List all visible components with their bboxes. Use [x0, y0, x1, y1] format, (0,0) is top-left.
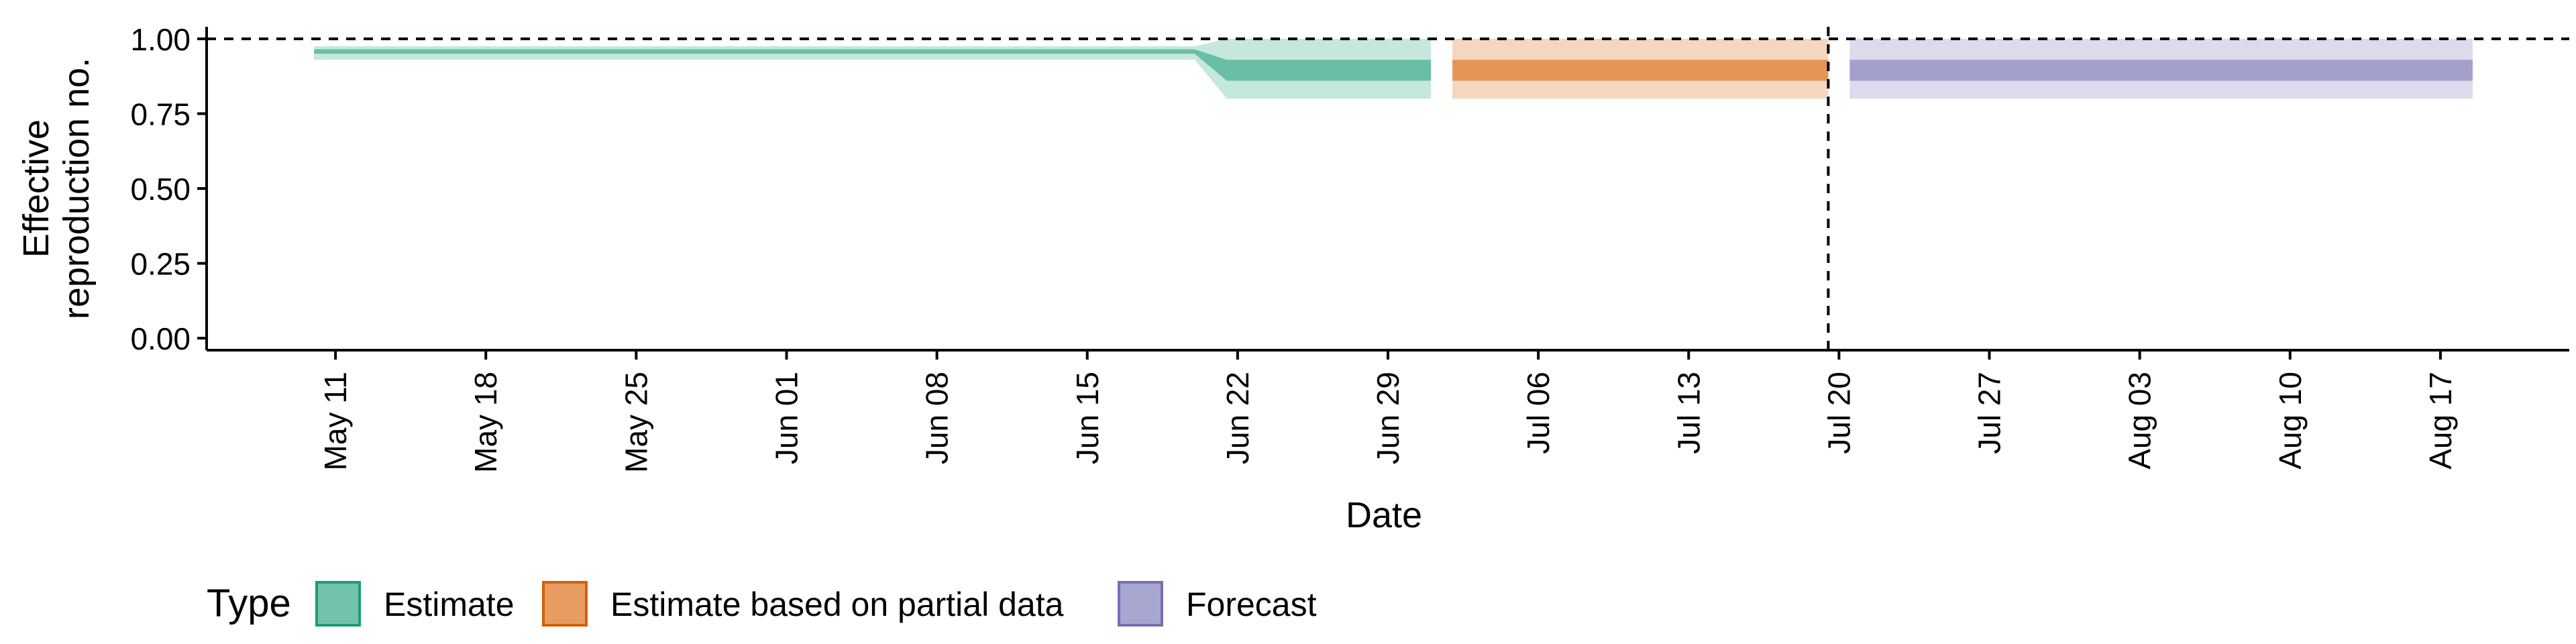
legend-key-forecast [1118, 581, 1163, 627]
reference-lines [207, 27, 2569, 350]
axes: 0.00 0.25 0.50 0.75 1.00 May 11 May 18 May 25 Ju… [130, 22, 2569, 473]
legend-label-forecast: Forecast [1186, 586, 1317, 623]
legend-title: Type [207, 582, 291, 625]
x-tick-label: Aug 17 [2423, 372, 2458, 470]
x-tick-label: Aug 03 [2123, 372, 2157, 470]
y-tick-label: 1.00 [130, 22, 191, 57]
x-tick-label: Jul 27 [1972, 372, 2007, 454]
x-tick-label: Jul 20 [1821, 372, 1856, 454]
x-tick-label: Jul 06 [1521, 372, 1556, 454]
x-tick-label: Jun 15 [1070, 372, 1105, 464]
legend-key-estimate-based-on-partial-data [542, 581, 588, 627]
x-tick-label: Jun 22 [1220, 372, 1255, 464]
legend-label-estimate-based-on-partial-data: Estimate based on partial data [610, 586, 1064, 623]
y-tick-label: 0.25 [130, 247, 191, 282]
y-tick-label: 0.75 [130, 97, 191, 131]
y-tick-label: 0.00 [130, 321, 191, 356]
x-tick-label: Jun 01 [769, 372, 804, 464]
x-tick-label: Jun 08 [920, 372, 955, 464]
band50-estimate-based-on-partial-data [1452, 60, 1829, 81]
y-axis-title-line: Effective [16, 119, 56, 258]
y-axis-title-line: reproduction no. [56, 58, 97, 319]
y-axis-title: Effectivereproduction no. [16, 58, 97, 319]
band-layer [314, 38, 2473, 99]
legend-key-estimate [315, 581, 361, 627]
x-tick-label: May 18 [468, 372, 503, 473]
x-tick-label: Aug 10 [2273, 372, 2308, 470]
x-tick-label: Jun 29 [1371, 372, 1405, 464]
legend-label-estimate: Estimate [384, 586, 515, 623]
band50-estimate [314, 49, 1432, 81]
x-tick-label: Jul 13 [1671, 372, 1706, 454]
x-tick-label: May 25 [619, 372, 653, 473]
band50-forecast [1849, 60, 2473, 81]
x-tick-label: May 11 [318, 372, 353, 470]
x-axis-label: Date [1346, 495, 1422, 535]
y-tick-label: 0.50 [130, 172, 191, 207]
legend: Type Estimate Estimate based on partial d… [207, 581, 1317, 627]
y-axis-label: Effectivereproduction no. [16, 58, 97, 319]
